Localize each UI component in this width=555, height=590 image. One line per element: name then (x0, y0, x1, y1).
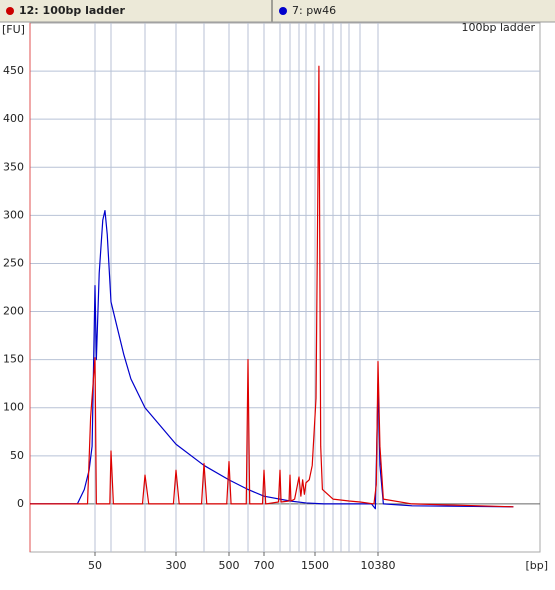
x-axis-label: [bp] (525, 559, 548, 572)
tab-label[interactable]: 7: pw46 (292, 4, 336, 17)
plot-area (29, 22, 541, 553)
y-tick-label: 100 (3, 401, 24, 414)
y-tick-label: 250 (3, 256, 24, 269)
tab-bar (0, 0, 555, 22)
x-tick-label: 10380 (361, 559, 396, 572)
legend-entry: 100bp ladder (461, 21, 535, 34)
y-tick-label: 400 (3, 112, 24, 125)
x-tick-label: 1500 (301, 559, 329, 572)
x-tick-label: 700 (254, 559, 275, 572)
plot-content: 0 50 100 150 200 250 300 350 400 450 50 300 500 700 15… (3, 21, 540, 572)
x-tick-label: 500 (219, 559, 240, 572)
y-tick-label: 300 (3, 208, 24, 221)
tab-dot (279, 7, 287, 15)
y-tick-label: 150 (3, 353, 24, 366)
y-axis-label: [FU] (2, 23, 25, 36)
y-tick-label: 350 (3, 160, 24, 173)
tab-dot (6, 7, 14, 15)
y-tick-label: 200 (3, 305, 24, 318)
x-tick-label: 50 (88, 559, 102, 572)
y-tick-label: 0 (17, 497, 24, 510)
y-tick-label: 50 (10, 449, 24, 462)
y-tick-label: 450 (3, 64, 24, 77)
trace (30, 65, 514, 508)
tab-label[interactable]: 12: 100bp ladder (19, 4, 125, 17)
x-tick-label: 300 (166, 559, 187, 572)
